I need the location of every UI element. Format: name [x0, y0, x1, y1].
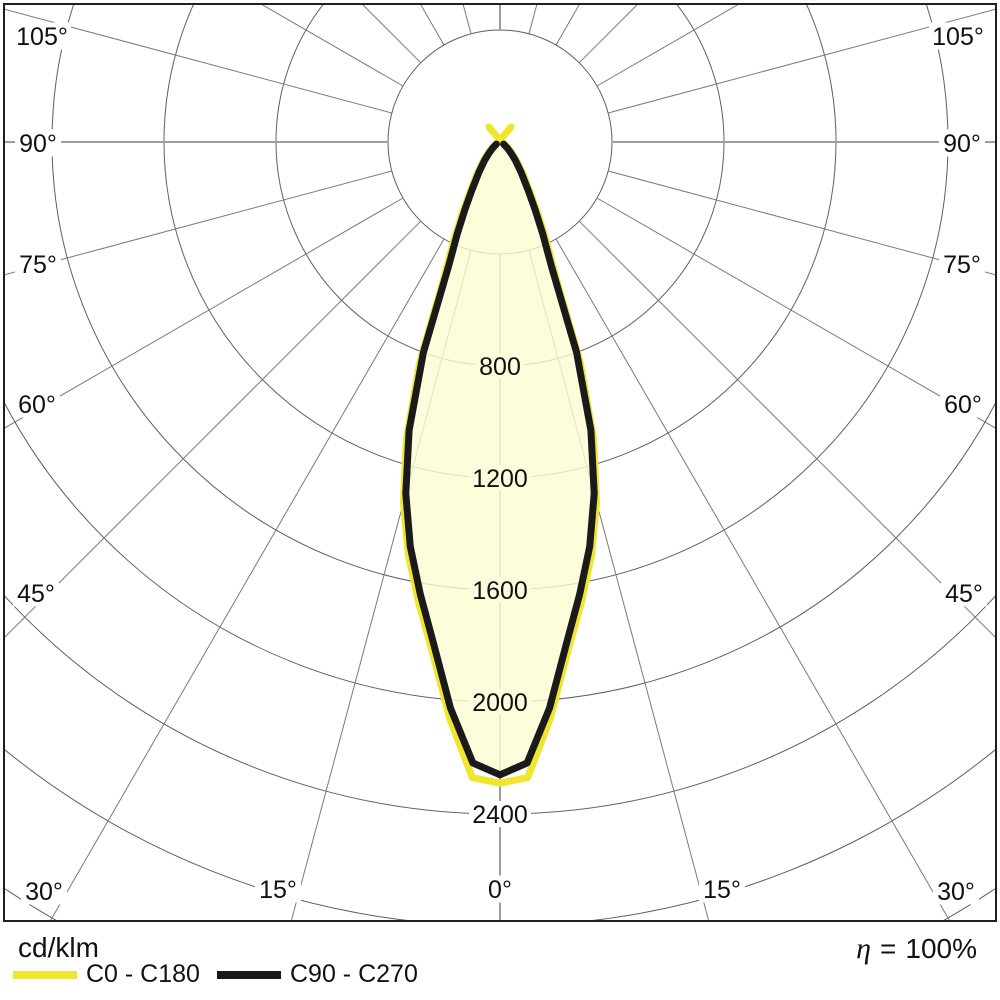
radial-label-box-1200: [469, 465, 531, 491]
grid-spoke-300: [4, 197, 404, 429]
angle-label-2: 75°: [19, 251, 57, 279]
angle-label-1: 90°: [19, 130, 57, 158]
radial-label-1200: 1200: [472, 465, 528, 493]
efficiency-annotation: η = 100%: [856, 932, 977, 966]
legend-label-c90-c270: C90 - C270: [290, 960, 418, 988]
angle-label-box-14: [929, 22, 987, 50]
angle-label-4: 45°: [17, 580, 55, 608]
angle-label-box-2: [15, 250, 61, 278]
angle-label-11: 60°: [944, 391, 982, 419]
radial-label-1600: 1600: [472, 577, 528, 605]
legend-swatch-c0-c180: [13, 970, 77, 979]
grid-spoke-60: [596, 197, 996, 429]
angle-label-0: 105°: [16, 23, 68, 51]
angle-label-box-0: [13, 22, 71, 50]
legend: cd/klm C0 - C180 C90 - C270 η = 100%: [0, 922, 1000, 1000]
grid-spoke-315: [4, 220, 422, 639]
grid-spoke-285: [4, 170, 392, 276]
angle-label-box-9: [933, 877, 979, 905]
grid-spoke-255: [4, 8, 392, 114]
angle-label-8: 15°: [703, 876, 741, 904]
angle-label-10: 45°: [945, 580, 983, 608]
angle-label-box-5: [21, 877, 67, 905]
grid-spoke-105: [608, 8, 996, 114]
radial-label-800: 800: [479, 353, 521, 381]
curve-c90-c270: [402, 140, 598, 779]
eta-symbol: η: [856, 932, 872, 965]
angle-label-5: 30°: [25, 878, 63, 906]
legend-item-c90-c270: C90 - C270: [217, 960, 418, 989]
unit-label: cd/klm: [18, 932, 99, 963]
legend-item-c0-c180: C0 - C180: [13, 960, 200, 989]
radial-tick-labels: 800 1200 1600 2000 2400: [469, 353, 531, 829]
angle-label-box-4: [13, 579, 59, 607]
legend-swatch-c90-c270: [217, 970, 281, 979]
efficiency-value: 100%: [905, 933, 977, 964]
angle-label-6: 15°: [259, 876, 297, 904]
grid-spoke-75: [608, 170, 996, 276]
angle-label-12: 75°: [943, 251, 981, 279]
angle-label-3: 60°: [18, 391, 56, 419]
angle-label-7: 0°: [488, 876, 512, 904]
radial-label-box-1600: [469, 577, 531, 603]
chart-border: [3, 3, 997, 922]
angle-label-box-8: [699, 875, 745, 903]
radial-label-2000: 2000: [472, 689, 528, 717]
angle-label-box-3: [14, 390, 60, 418]
grid-spoke-45: [578, 220, 996, 639]
radial-label-2400: 2400: [472, 801, 528, 829]
angle-label-box-11: [940, 390, 986, 418]
radial-label-box-2400: [469, 801, 531, 827]
legend-label-c0-c180: C0 - C180: [86, 960, 200, 988]
grid-spoke-330: [49, 238, 445, 921]
efficiency-operator: =: [880, 933, 897, 964]
angle-label-9: 30°: [937, 878, 975, 906]
angle-label-box-12: [939, 250, 985, 278]
angle-labels: 105° 90° 75° 60° 45° 30° 15° 0° 15° 30° 45° 60° 75° 9…: [13, 22, 987, 906]
angle-label-13: 90°: [943, 130, 981, 158]
beam-lobe-fill: [405, 144, 595, 775]
angle-label-box-13: [939, 129, 985, 157]
radial-label-box-800: [475, 353, 525, 379]
angle-label-box-6: [255, 875, 301, 903]
angle-label-box-7: [483, 875, 517, 903]
radial-label-box-2000: [469, 689, 531, 715]
grid-spoke-30: [555, 238, 951, 921]
angle-label-14: 105°: [932, 23, 984, 51]
angle-label-box-1: [15, 129, 61, 157]
angle-label-box-10: [941, 579, 987, 607]
